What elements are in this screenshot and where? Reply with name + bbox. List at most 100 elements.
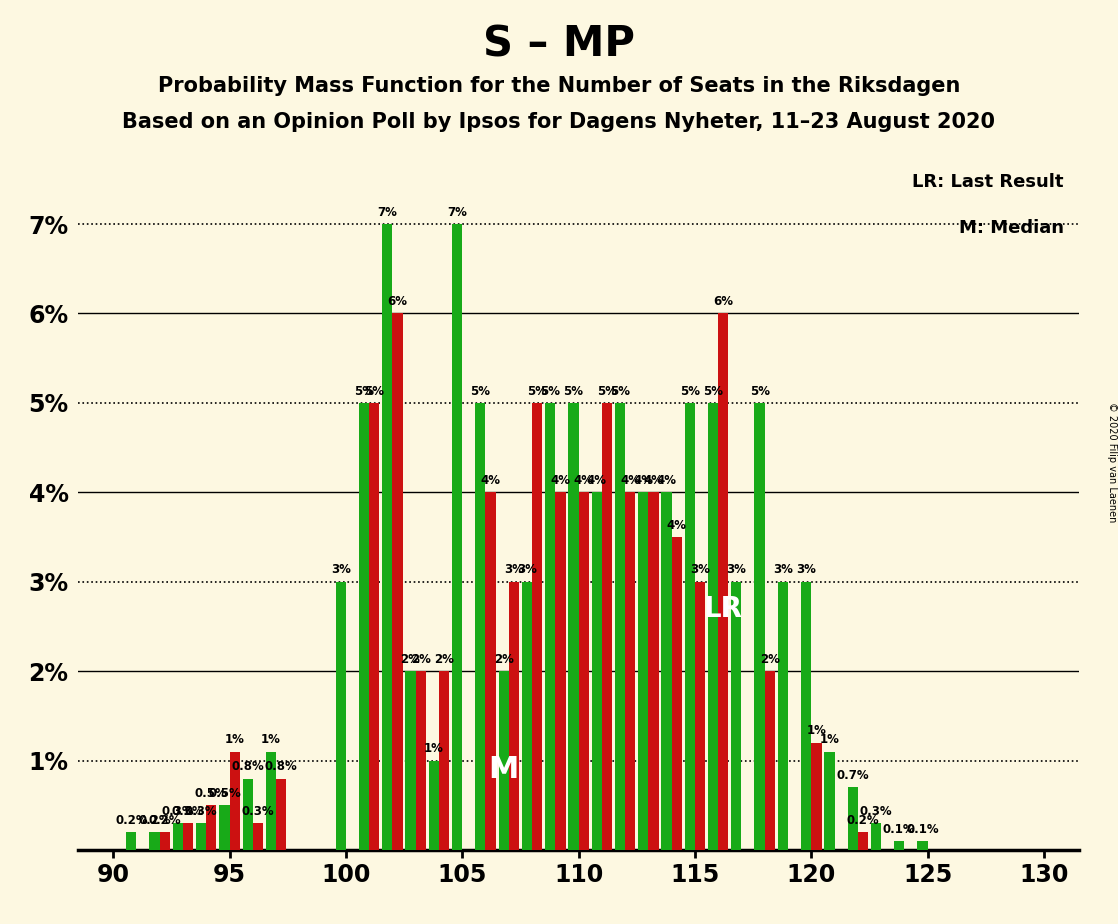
Bar xyxy=(416,671,426,850)
Text: 0.2%: 0.2% xyxy=(139,814,171,827)
Text: 0.3%: 0.3% xyxy=(161,805,195,818)
Bar xyxy=(684,403,695,850)
Text: 0.5%: 0.5% xyxy=(208,787,240,800)
Bar xyxy=(499,671,509,850)
Bar xyxy=(392,313,402,850)
Bar xyxy=(695,582,705,850)
Bar xyxy=(276,779,286,850)
Bar xyxy=(452,224,462,850)
Bar xyxy=(475,403,485,850)
Text: 0.2%: 0.2% xyxy=(149,814,181,827)
Text: 4%: 4% xyxy=(550,474,570,487)
Text: 0.1%: 0.1% xyxy=(907,822,939,836)
Text: 2%: 2% xyxy=(400,653,420,666)
Bar xyxy=(173,823,183,850)
Bar xyxy=(253,823,263,850)
Bar xyxy=(601,403,612,850)
Bar xyxy=(568,403,578,850)
Bar xyxy=(359,403,369,850)
Text: 1%: 1% xyxy=(225,734,245,747)
Text: 4%: 4% xyxy=(620,474,641,487)
Text: Based on an Opinion Poll by Ipsos for Dagens Nyheter, 11–23 August 2020: Based on an Opinion Poll by Ipsos for Da… xyxy=(123,112,995,132)
Text: 4%: 4% xyxy=(644,474,663,487)
Bar xyxy=(894,841,904,850)
Text: 5%: 5% xyxy=(703,384,723,397)
Bar xyxy=(847,787,858,850)
Bar xyxy=(615,403,625,850)
Bar xyxy=(718,313,729,850)
Bar xyxy=(382,224,392,850)
Text: 4%: 4% xyxy=(666,518,686,531)
Bar xyxy=(219,806,229,850)
Text: 6%: 6% xyxy=(388,295,408,308)
Bar xyxy=(160,833,170,850)
Text: 1%: 1% xyxy=(260,734,281,747)
Bar xyxy=(243,779,253,850)
Text: 4%: 4% xyxy=(574,474,594,487)
Text: S – MP: S – MP xyxy=(483,23,635,65)
Text: 5%: 5% xyxy=(597,384,617,397)
Text: 0.2%: 0.2% xyxy=(115,814,148,827)
Bar xyxy=(532,403,542,850)
Text: 0.1%: 0.1% xyxy=(883,822,916,836)
Text: 3%: 3% xyxy=(773,564,793,577)
Text: 0.3%: 0.3% xyxy=(184,805,217,818)
Text: 3%: 3% xyxy=(690,564,710,577)
Text: 4%: 4% xyxy=(481,474,501,487)
Text: 3%: 3% xyxy=(727,564,747,577)
Text: Probability Mass Function for the Number of Seats in the Riksdagen: Probability Mass Function for the Number… xyxy=(158,76,960,96)
Bar xyxy=(150,833,160,850)
Bar xyxy=(672,537,682,850)
Bar xyxy=(708,403,718,850)
Text: 3%: 3% xyxy=(504,564,524,577)
Text: 5%: 5% xyxy=(540,384,560,397)
Bar xyxy=(126,833,136,850)
Text: 0.5%: 0.5% xyxy=(195,787,228,800)
Bar xyxy=(196,823,206,850)
Text: 2%: 2% xyxy=(760,653,779,666)
Text: © 2020 Filip van Laenen: © 2020 Filip van Laenen xyxy=(1108,402,1117,522)
Text: 0.3%: 0.3% xyxy=(172,805,205,818)
Text: 5%: 5% xyxy=(528,384,547,397)
Text: 0.8%: 0.8% xyxy=(265,760,297,773)
Text: 5%: 5% xyxy=(563,384,584,397)
Bar xyxy=(662,492,672,850)
Bar xyxy=(638,492,648,850)
Text: 5%: 5% xyxy=(471,384,491,397)
Text: 4%: 4% xyxy=(656,474,676,487)
Text: 5%: 5% xyxy=(610,384,629,397)
Text: 3%: 3% xyxy=(796,564,816,577)
Text: 7%: 7% xyxy=(447,206,467,219)
Text: 3%: 3% xyxy=(331,564,351,577)
Bar xyxy=(509,582,519,850)
Text: 0.8%: 0.8% xyxy=(231,760,264,773)
Bar xyxy=(812,743,822,850)
Bar xyxy=(439,671,449,850)
Bar xyxy=(918,841,928,850)
Bar xyxy=(648,492,659,850)
Bar xyxy=(858,833,868,850)
Bar xyxy=(183,823,193,850)
Bar xyxy=(229,752,239,850)
Bar xyxy=(755,403,765,850)
Bar xyxy=(765,671,775,850)
Bar xyxy=(591,492,601,850)
Text: 1%: 1% xyxy=(806,724,826,737)
Text: LR: LR xyxy=(704,595,742,623)
Text: 2%: 2% xyxy=(410,653,430,666)
Bar xyxy=(485,492,495,850)
Text: M: M xyxy=(489,755,519,784)
Text: 0.3%: 0.3% xyxy=(241,805,274,818)
Bar xyxy=(800,582,812,850)
Text: 0.3%: 0.3% xyxy=(860,805,892,818)
Text: 1%: 1% xyxy=(424,742,444,755)
Text: 3%: 3% xyxy=(517,564,537,577)
Text: 5%: 5% xyxy=(364,384,385,397)
Text: 5%: 5% xyxy=(680,384,700,397)
Bar xyxy=(522,582,532,850)
Bar xyxy=(206,806,217,850)
Bar xyxy=(546,403,556,850)
Text: 4%: 4% xyxy=(587,474,607,487)
Text: 5%: 5% xyxy=(749,384,769,397)
Text: LR: Last Result: LR: Last Result xyxy=(912,174,1064,191)
